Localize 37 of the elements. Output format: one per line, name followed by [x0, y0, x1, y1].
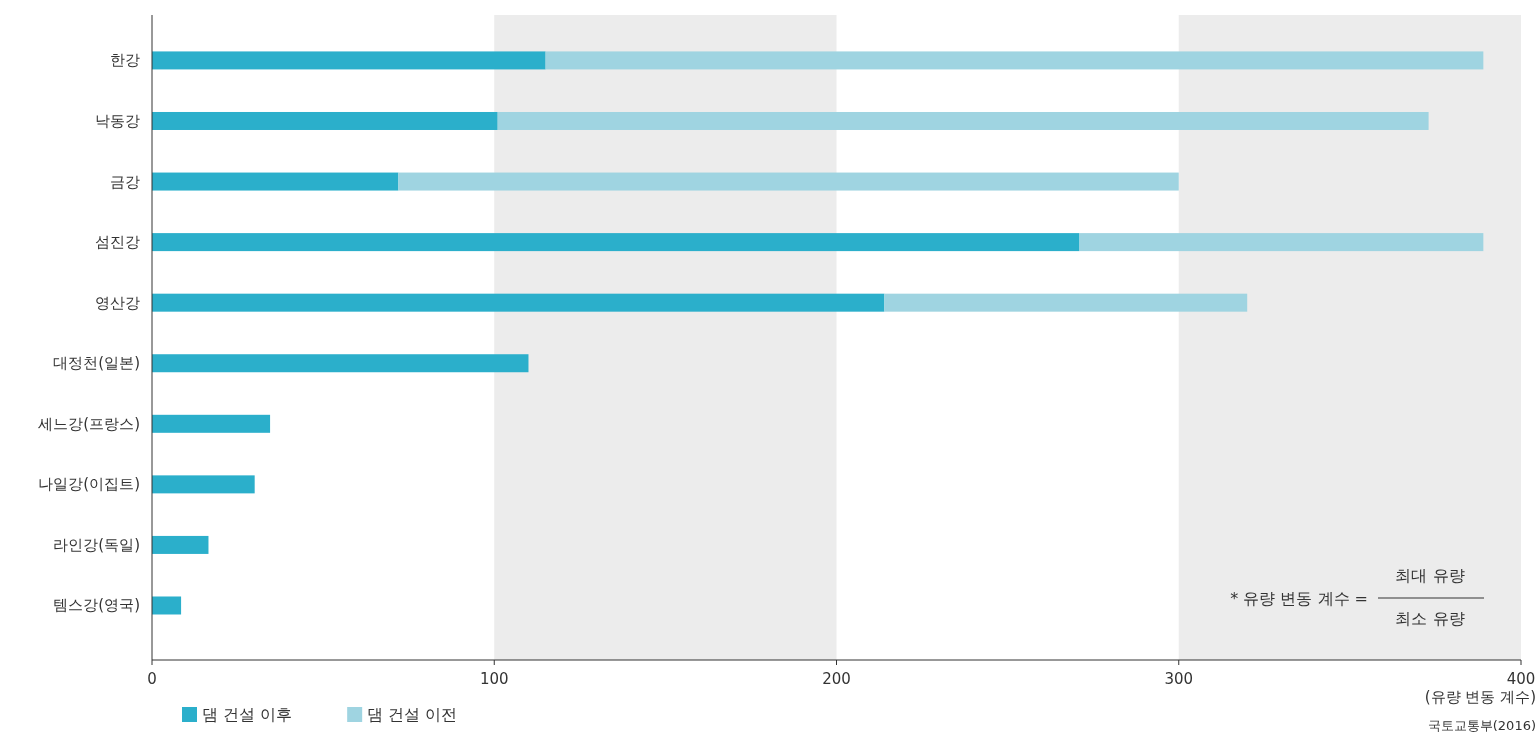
bar [497, 111, 1429, 130]
x-tick-label: 100 [479, 670, 509, 688]
y-tick-label: 템스강(영국) [53, 596, 140, 615]
bar [152, 414, 271, 433]
annotation: 최대 유량 [1395, 566, 1465, 585]
bar [152, 172, 399, 191]
x-axis-title: (유량 변동 계수) [1424, 688, 1536, 706]
bar [398, 172, 1179, 191]
bar [545, 51, 1484, 70]
y-tick-label: 낙동강 [95, 111, 140, 130]
y-tick-label: 세느강(프랑스) [38, 414, 140, 433]
bar [152, 111, 498, 130]
bar [1079, 233, 1484, 252]
y-tick-label: 영산강 [95, 293, 140, 312]
y-tick-label: 금강 [110, 172, 140, 191]
y-tick-label: 대정천(일본) [53, 354, 140, 373]
y-tick-label: 섬진강 [95, 233, 140, 252]
bar [152, 354, 529, 373]
bar [152, 596, 182, 615]
legend-label: 댐 건설 이전 [367, 705, 458, 724]
bar [152, 51, 546, 70]
x-tick-label: 200 [822, 670, 851, 688]
annotation: 최소 유량 [1395, 609, 1465, 628]
x-tick-label: 400 [1506, 670, 1536, 688]
bar [152, 293, 885, 312]
y-tick-label: 라인강(독일) [53, 535, 140, 554]
text: 국토교통부(2016) [1427, 718, 1536, 733]
legend-label: 댐 건설 이후 [202, 705, 293, 724]
y-tick-label: 한강 [110, 51, 140, 70]
bar [152, 475, 255, 494]
y-tick-label: 나일강(이집트) [38, 475, 140, 494]
x-tick-label: 300 [1164, 670, 1194, 688]
bar [884, 293, 1248, 312]
annotation: * 유량 변동 계수 = [1230, 589, 1368, 608]
x-tick-label: 0 [147, 670, 157, 688]
bar [152, 233, 1080, 252]
bar [152, 535, 209, 554]
